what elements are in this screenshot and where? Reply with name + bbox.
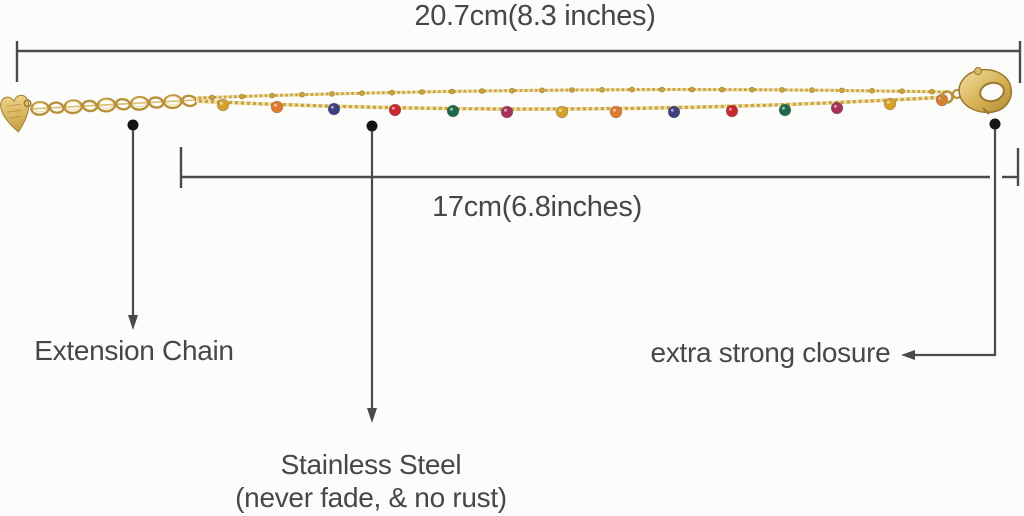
inner-length-label: 17cm(6.8inches) — [432, 191, 642, 223]
bracelet-photo — [0, 67, 1013, 133]
satellite-bead — [299, 91, 305, 98]
satellite-bead — [809, 87, 815, 93]
satellite-bead — [839, 87, 845, 94]
material-label: Stainless Steel (never fade, & no rust) — [211, 448, 531, 514]
satellite-bead — [389, 89, 395, 96]
satellite-beads — [209, 86, 935, 101]
enamel-bead — [500, 105, 514, 119]
satellite-bead — [419, 89, 425, 95]
enamel-beads — [216, 93, 949, 119]
extension-chain-links — [29, 94, 198, 116]
satellite-bead — [209, 94, 215, 101]
extension-chain-label: Extension Chain — [34, 335, 234, 366]
extension-chain-link — [148, 96, 165, 109]
satellite-bead — [239, 93, 245, 100]
lobster-clasp-icon — [940, 67, 1013, 115]
extension-chain-link-highlight — [66, 100, 81, 111]
enamel-bead — [270, 100, 284, 114]
extension-chain-link — [114, 98, 132, 111]
enamel-bead — [388, 103, 402, 117]
satellite-bead — [359, 90, 365, 96]
extension-chain-link-highlight — [165, 95, 180, 106]
enamel-bead — [778, 103, 792, 117]
extension-chain-link — [48, 101, 65, 114]
enamel-bead — [667, 105, 681, 119]
satellite-bead — [749, 86, 755, 93]
satellite-bead — [689, 86, 695, 93]
satellite-bead — [569, 87, 575, 93]
material-title: Stainless Steel — [280, 449, 462, 480]
satellite-bead — [659, 86, 665, 93]
satellite-bead — [269, 92, 275, 99]
enamel-bead — [327, 102, 341, 116]
enamel-bead — [883, 97, 897, 111]
satellite-bead — [509, 87, 515, 94]
closure-label: extra strong closure — [650, 337, 891, 368]
extension-chain-link-highlight — [132, 97, 147, 108]
extension-chain-pointer-arrow — [127, 119, 139, 330]
enamel-bead — [830, 101, 844, 115]
heart-tag-charm-icon — [0, 94, 32, 133]
total-length-label: 20.7cm(8.3 inches) — [414, 0, 656, 32]
extension-chain-link — [81, 99, 98, 113]
enamel-bead — [446, 104, 460, 118]
enamel-bead — [555, 105, 569, 119]
satellite-bead — [329, 91, 335, 97]
satellite-bead — [719, 86, 725, 93]
satellite-bead — [869, 88, 875, 94]
satellite-bead — [539, 87, 545, 94]
satellite-bead — [929, 88, 935, 95]
enamel-bead — [725, 104, 739, 118]
satellite-bead — [599, 87, 605, 93]
material-note: (never fade, & no rust) — [235, 482, 507, 513]
enamel-bead — [216, 98, 230, 112]
beaded-chain-strand — [195, 95, 948, 111]
total-length-dimension-line — [15, 41, 1022, 83]
satellite-bead — [479, 88, 485, 94]
enamel-bead — [609, 105, 623, 119]
extension-chain-link-highlight — [99, 99, 114, 109]
material-pointer-arrow — [366, 120, 378, 423]
satellite-bead — [629, 86, 635, 93]
satellite-bead — [449, 88, 455, 95]
inner-length-dimension-line — [179, 147, 1020, 188]
extension-chain-link-highlight — [32, 102, 48, 113]
satellite-bead — [899, 88, 905, 94]
satellite-bead — [779, 87, 785, 93]
closure-pointer-arrow — [901, 118, 1001, 360]
